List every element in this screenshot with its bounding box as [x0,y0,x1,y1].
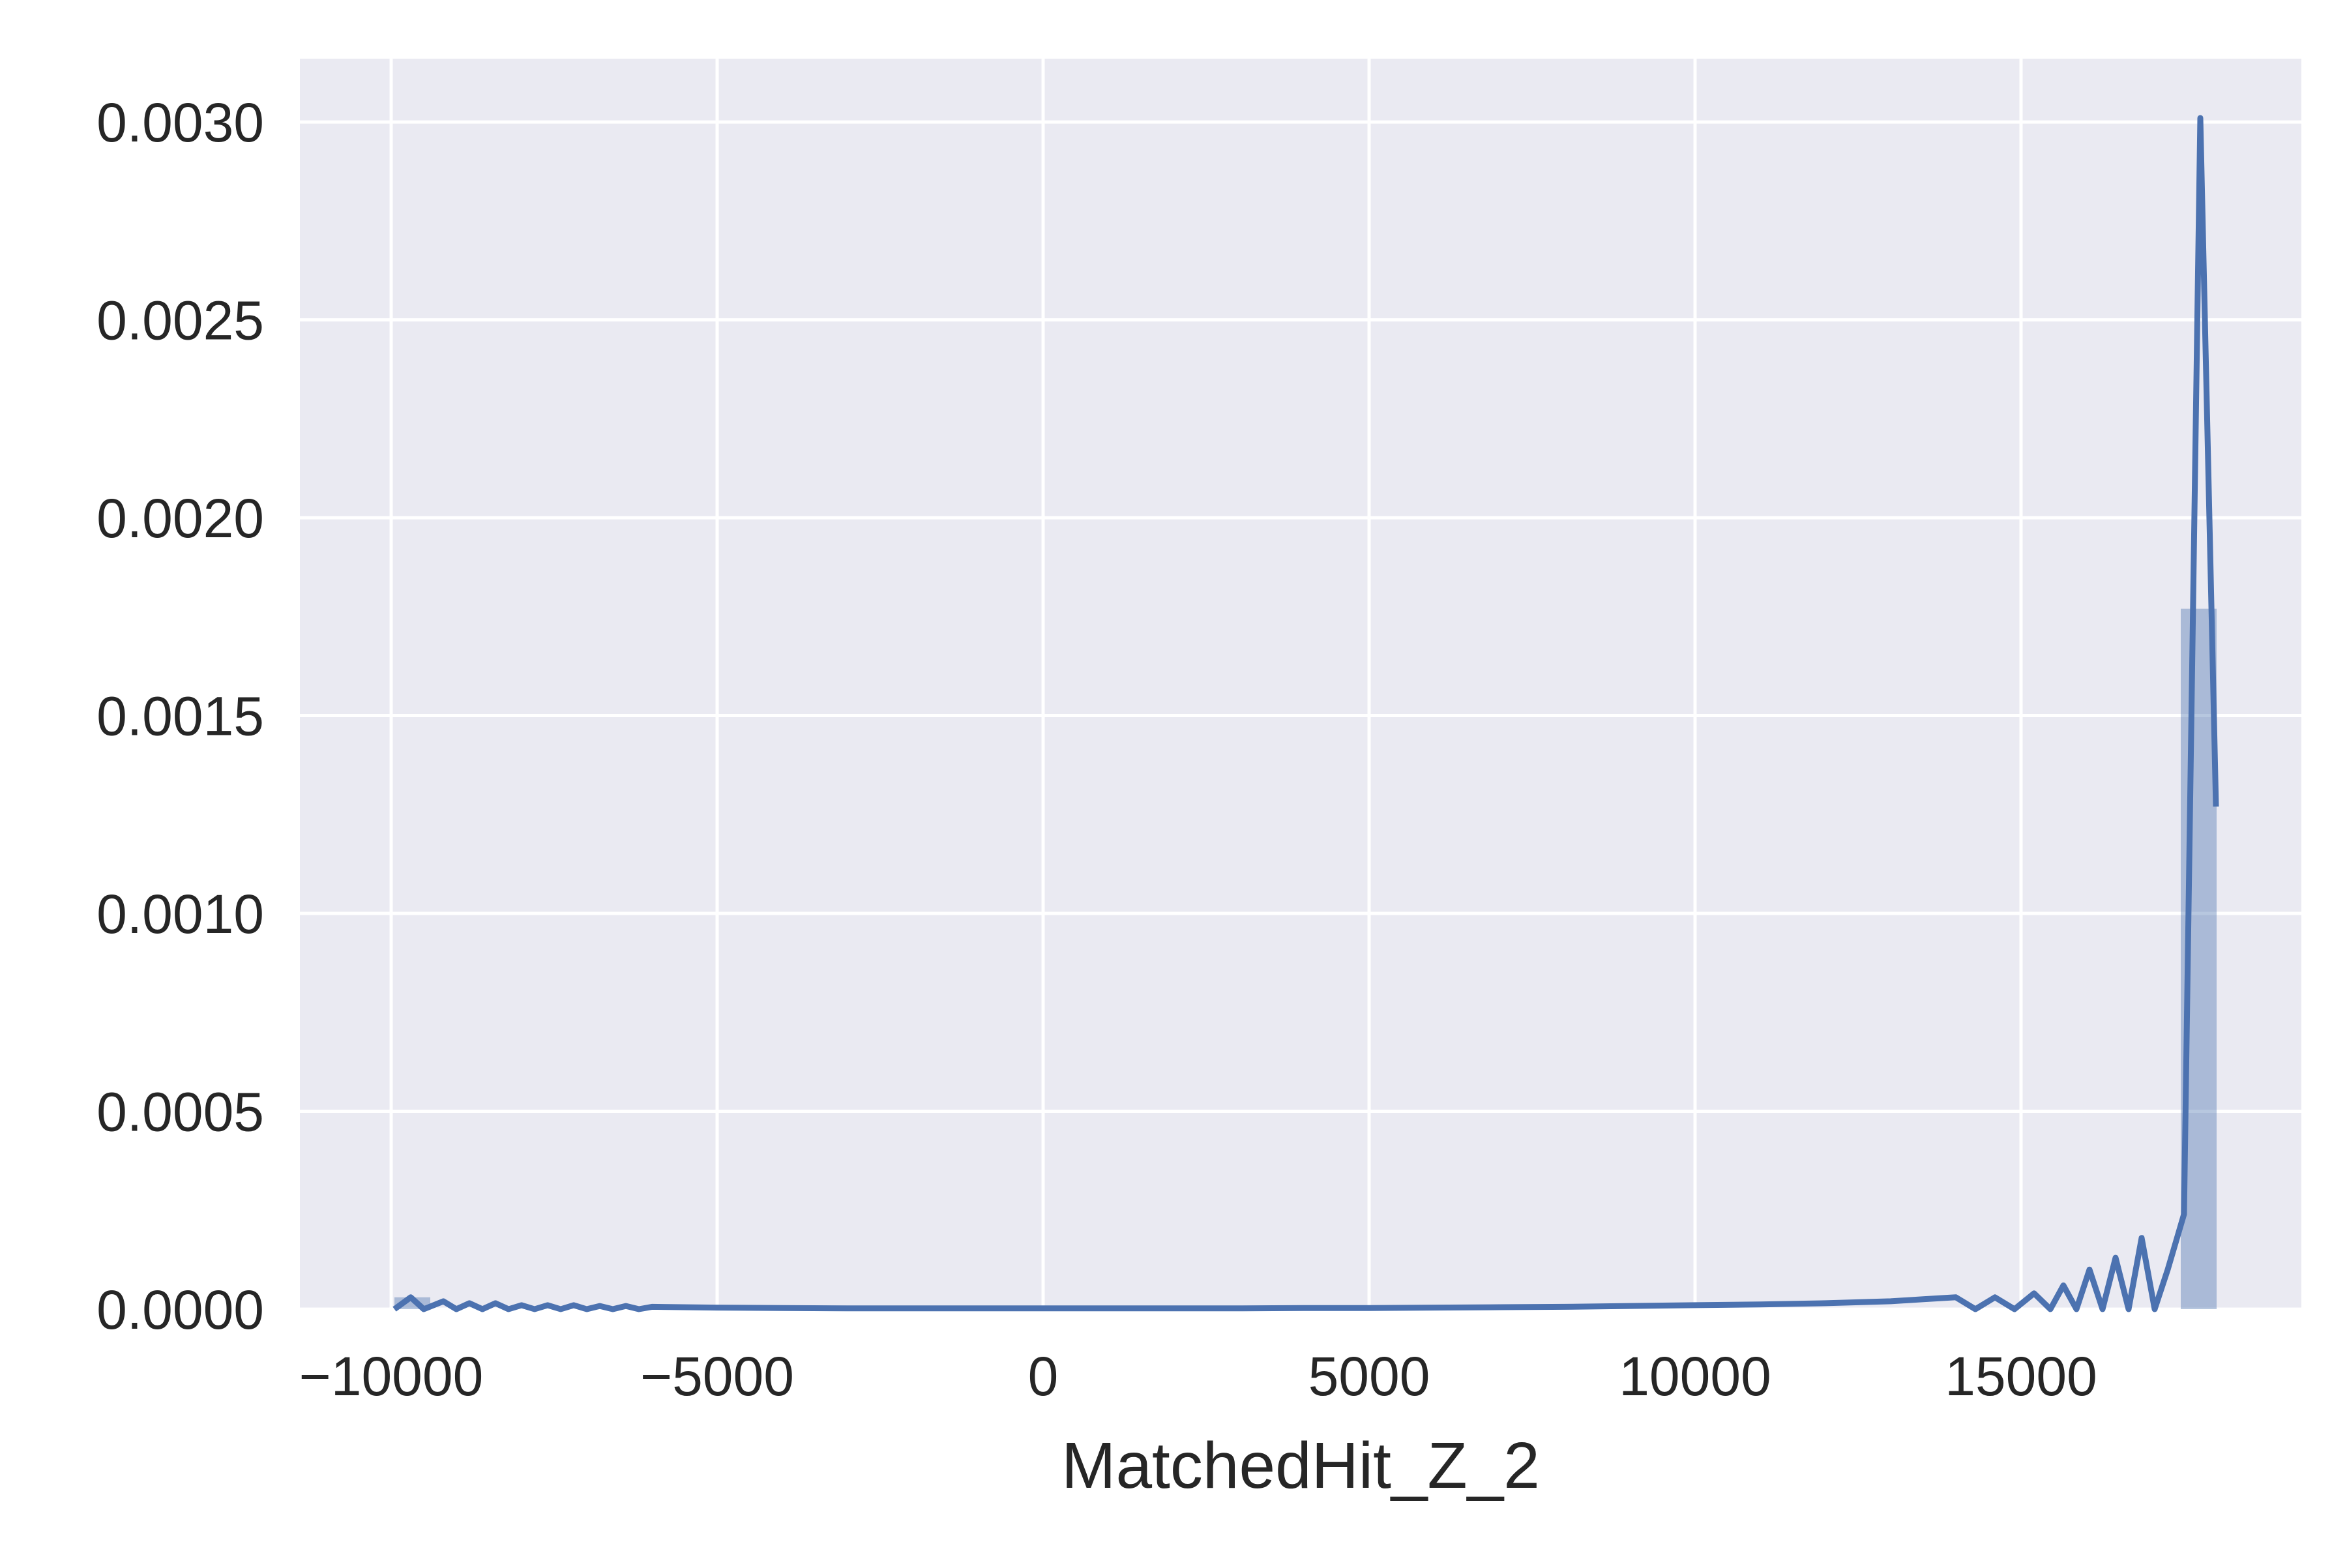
x-tick-label: −5000 [640,1346,794,1407]
y-tick-label: 0.0020 [96,488,264,549]
x-tick-label: 5000 [1308,1346,1430,1407]
kde-line [392,115,2219,1312]
y-tick-label: 0.0000 [96,1279,264,1340]
plot-background [300,59,2301,1309]
y-tick-label: 0.0025 [96,290,264,351]
x-tick-label: 0 [1028,1346,1059,1407]
y-tick-label: 0.0005 [96,1082,264,1143]
y-tick-label: 0.0030 [96,92,264,153]
kde-line-layer [392,115,2219,1312]
x-tick-label: 10000 [1619,1346,1771,1407]
x-tick-label: −10000 [299,1346,484,1407]
x-tick-label: 15000 [1945,1346,2097,1407]
y-tick-label: 0.0010 [96,883,264,945]
grid-layer [300,59,2301,1311]
tick-label-layer: −10000 −5000 0 5000 10000 15000 0.0000 0.0005 0.… [96,92,2097,1407]
y-tick-label: 0.0015 [96,686,264,747]
x-axis-label: MatchedHit_Z_2 [1061,1429,1540,1502]
